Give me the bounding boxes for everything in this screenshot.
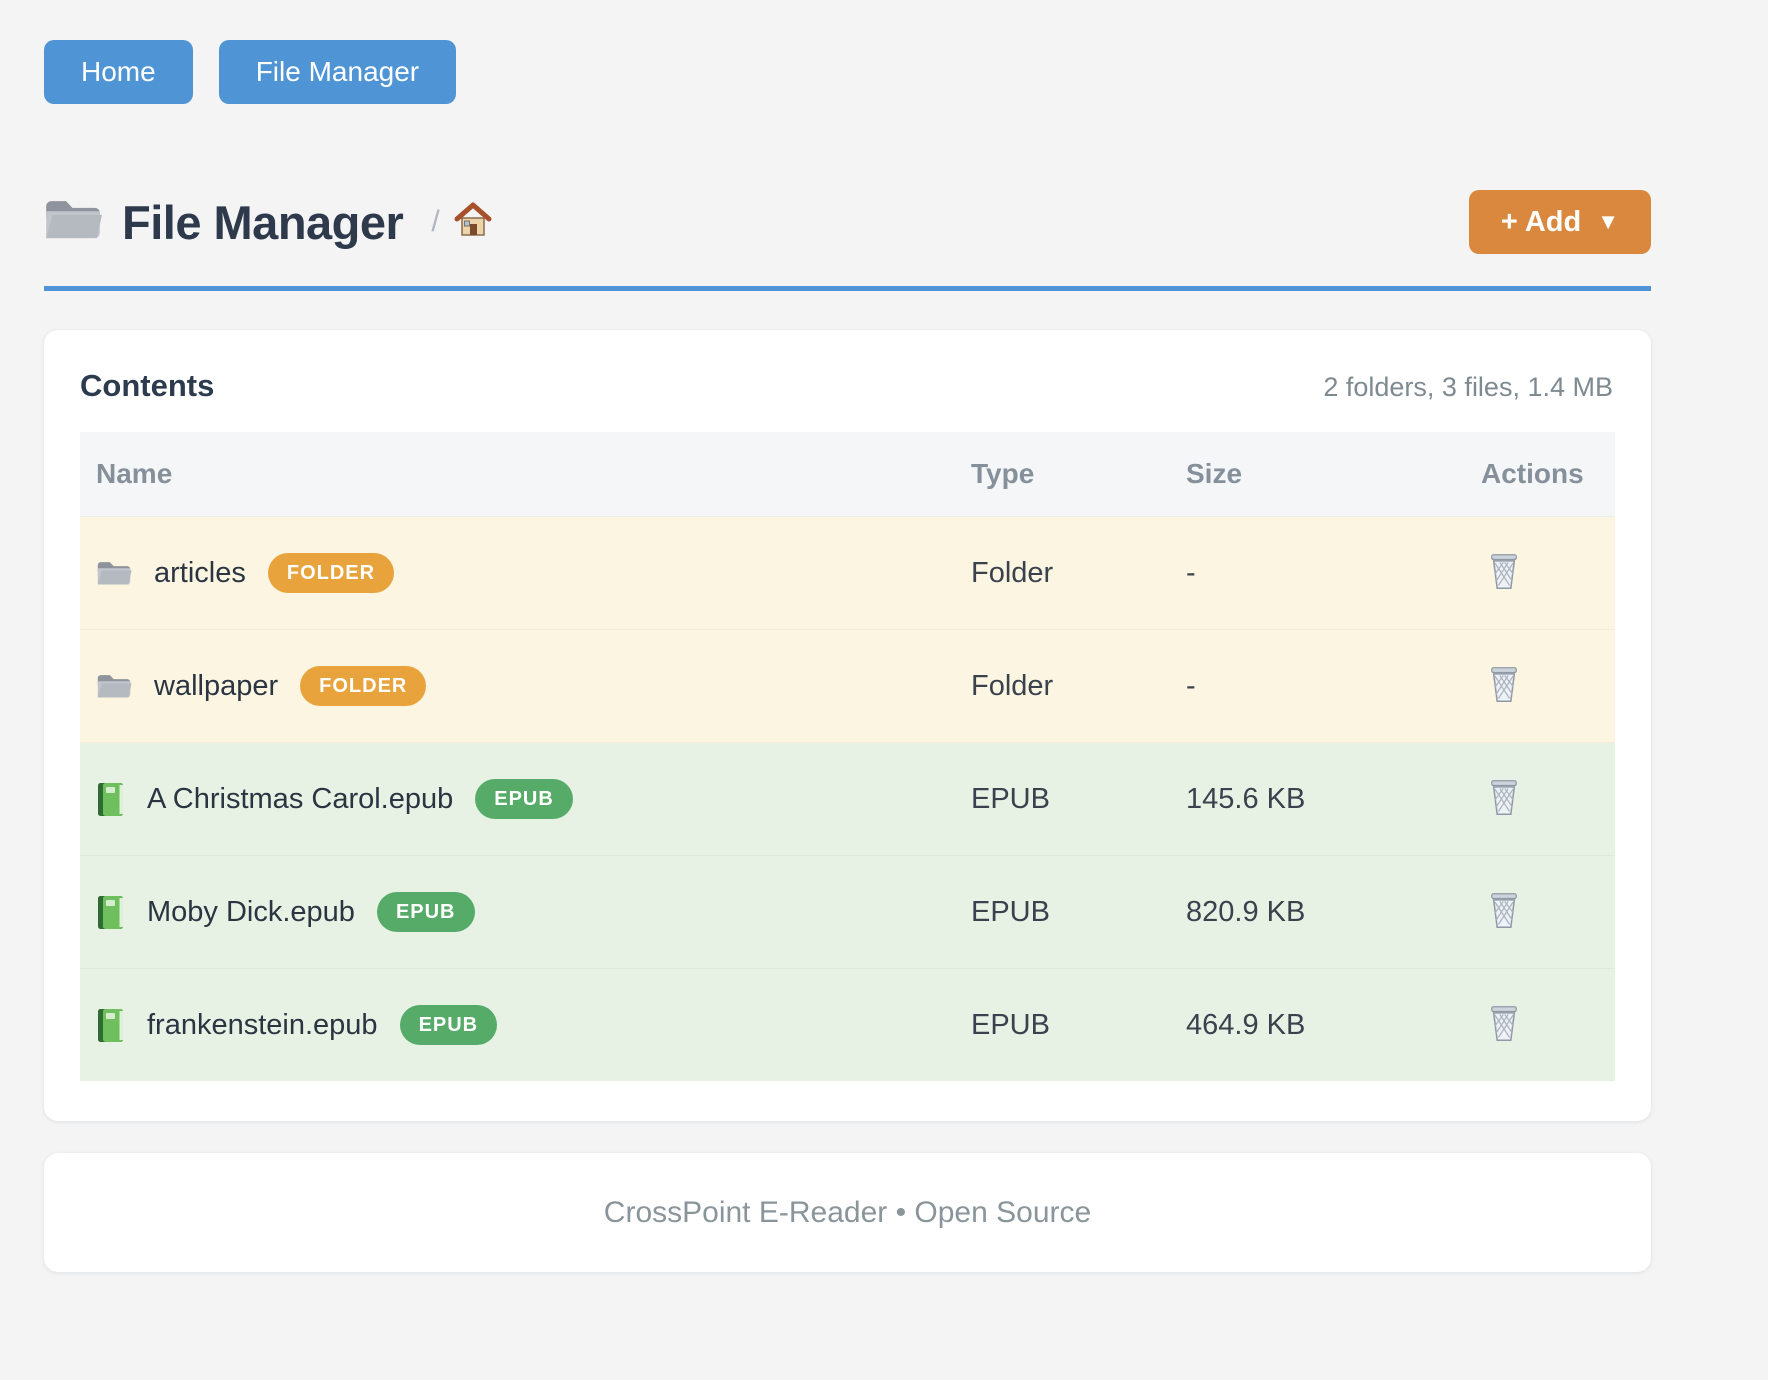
row-type-badge: EPUB xyxy=(399,1005,498,1045)
caret-down-icon: ▼ xyxy=(1597,209,1619,234)
nav-home-button[interactable]: Home xyxy=(44,40,193,104)
add-button[interactable]: + Add ▼ xyxy=(1468,190,1651,254)
row-type: Folder xyxy=(955,516,1170,630)
row-type: EPUB xyxy=(955,742,1170,856)
row-size: - xyxy=(1170,629,1465,743)
folder-icon xyxy=(96,672,132,701)
table-row[interactable]: frankenstein.epub EPUB EPUB 464.9 KB xyxy=(80,968,1615,1081)
page-title: File Manager xyxy=(122,195,404,249)
book-icon xyxy=(96,782,125,817)
table-row[interactable]: Moby Dick.epub EPUB EPUB 820.9 KB xyxy=(80,855,1615,969)
table-row[interactable]: A Christmas Carol.epub EPUB EPUB 145.6 K… xyxy=(80,742,1615,856)
row-type: EPUB xyxy=(955,855,1170,969)
row-name-link[interactable]: wallpaper xyxy=(154,669,279,702)
row-size: 820.9 KB xyxy=(1170,855,1465,969)
delete-button[interactable] xyxy=(1483,774,1525,824)
row-type-badge: FOLDER xyxy=(267,553,395,593)
contents-card: Contents 2 folders, 3 files, 1.4 MB Name… xyxy=(44,330,1651,1121)
contents-card-header: Contents 2 folders, 3 files, 1.4 MB xyxy=(80,368,1615,404)
footer: CrossPoint E-Reader • Open Source xyxy=(44,1153,1651,1272)
row-type-badge: FOLDER xyxy=(300,666,427,706)
contents-summary: 2 folders, 3 files, 1.4 MB xyxy=(1323,372,1613,402)
delete-button[interactable] xyxy=(1483,548,1525,598)
trash-icon xyxy=(1487,552,1521,594)
row-name-link[interactable]: A Christmas Carol.epub xyxy=(147,782,454,815)
table-row[interactable]: wallpaper FOLDER Folder - xyxy=(80,629,1615,743)
delete-button[interactable] xyxy=(1483,887,1525,937)
row-type: Folder xyxy=(955,629,1170,743)
row-type: EPUB xyxy=(955,968,1170,1081)
page-header: File Manager / + Add ▼ xyxy=(44,190,1651,254)
nav-file-manager-button[interactable]: File Manager xyxy=(218,40,457,104)
trash-icon xyxy=(1487,778,1521,820)
column-header-size: Size xyxy=(1170,432,1465,517)
title-underline xyxy=(44,286,1651,291)
file-table: Name Type Size Actions xyxy=(80,432,1615,1081)
trash-icon xyxy=(1487,665,1521,707)
row-name-link[interactable]: articles xyxy=(154,556,246,589)
trash-icon xyxy=(1487,891,1521,933)
row-size: 145.6 KB xyxy=(1170,742,1465,856)
table-row[interactable]: articles FOLDER Folder - xyxy=(80,516,1615,630)
delete-button[interactable] xyxy=(1483,1000,1525,1050)
row-size: - xyxy=(1170,516,1465,630)
contents-title: Contents xyxy=(80,368,215,403)
row-size: 464.9 KB xyxy=(1170,968,1465,1081)
add-button-label: + Add xyxy=(1500,205,1582,238)
table-body: articles FOLDER Folder - xyxy=(80,516,1615,1081)
trash-icon xyxy=(1487,1004,1521,1046)
column-header-actions: Actions xyxy=(1465,432,1615,517)
row-name-link[interactable]: Moby Dick.epub xyxy=(147,895,355,928)
row-type-badge: EPUB xyxy=(376,892,475,932)
footer-text: CrossPoint E-Reader • Open Source xyxy=(603,1195,1092,1229)
column-header-type: Type xyxy=(955,432,1170,517)
house-icon[interactable] xyxy=(440,202,492,243)
nav-buttons: Home File Manager xyxy=(44,40,1651,104)
book-icon xyxy=(96,1008,125,1043)
breadcrumb-separator: / xyxy=(431,205,440,238)
page: Home File Manager File Manager / + Add ▼ xyxy=(44,0,1651,1272)
book-icon xyxy=(96,895,125,930)
column-header-name: Name xyxy=(80,432,955,517)
folder-icon xyxy=(44,196,102,249)
row-name-link[interactable]: frankenstein.epub xyxy=(147,1008,378,1041)
table-header-row: Name Type Size Actions xyxy=(80,432,1615,517)
folder-icon xyxy=(96,559,132,588)
row-type-badge: EPUB xyxy=(475,779,573,819)
delete-button[interactable] xyxy=(1483,661,1525,711)
